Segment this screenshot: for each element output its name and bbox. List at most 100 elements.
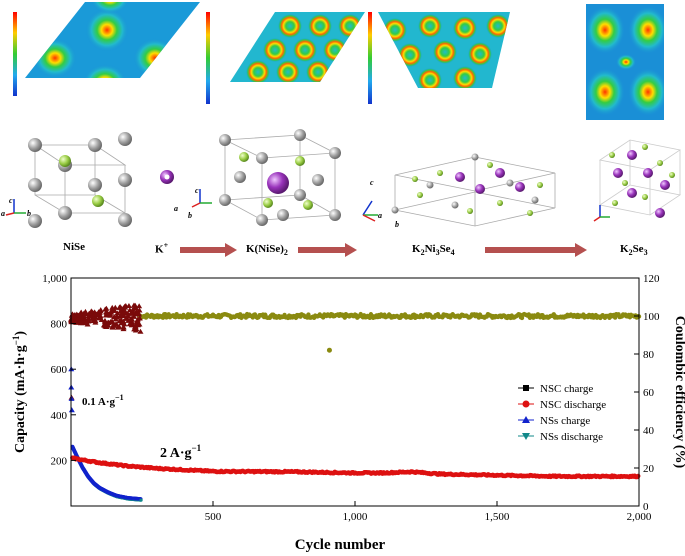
early-efficiency-point [91, 314, 98, 320]
early-efficiency-point [77, 320, 84, 326]
early-efficiency-point [118, 305, 125, 311]
axis-c-3: c [370, 178, 374, 187]
y-left-tick-label: 400 [51, 410, 68, 422]
y-right-tick-label: 100 [643, 311, 660, 323]
early-efficiency-point [137, 328, 144, 334]
y-right-tick-label: 60 [643, 387, 655, 399]
label-k2se3: K2Se3 [620, 243, 648, 258]
early-efficiency-point [113, 314, 120, 320]
axis-a-3: a [378, 211, 382, 220]
early-efficiency-point [97, 307, 104, 313]
knise2-atoms [219, 129, 341, 226]
legend-nss-charge: NSs charge [518, 415, 590, 427]
label-kplus: K+ [155, 241, 169, 256]
early-efficiency-point [133, 305, 140, 311]
x-tick-label: 2,000 [627, 511, 652, 523]
reaction-arrows [180, 243, 587, 257]
axis-b-3: b [395, 220, 399, 229]
early-efficiency-point [136, 303, 143, 309]
early-efficiency-point [71, 313, 78, 319]
colorbar-3 [368, 12, 372, 104]
early-efficiency-point [105, 319, 112, 325]
y-right-tick-label: 40 [643, 425, 655, 437]
charge-density-row [13, 2, 664, 120]
label-nise: NiSe [63, 241, 85, 253]
x-tick-label: 1,500 [485, 511, 510, 523]
early-efficiency-point [129, 308, 136, 314]
y-left-tick-label: 600 [51, 364, 68, 376]
legend: NSC charge NSC discharge NSs charge NSs … [518, 383, 606, 443]
early-efficiency-point [122, 315, 129, 321]
legend-nsc-charge: NSC charge [518, 383, 593, 395]
colorbar-2 [206, 12, 210, 104]
nss-initial-point [68, 407, 75, 413]
early-efficiency-point [112, 321, 119, 327]
x-tick-label: 500 [205, 511, 222, 523]
early-efficiency-point [93, 311, 100, 317]
early-efficiency-point [125, 313, 132, 319]
axis-b-1: b [27, 209, 31, 218]
crystal-structures-row [5, 129, 682, 257]
early-efficiency-point [116, 318, 123, 324]
early-efficiency-point [136, 315, 143, 321]
early-efficiency-point [122, 304, 129, 310]
early-efficiency-point [121, 321, 128, 327]
k2ni3se4-structure [394, 156, 556, 227]
annotation-2-ag: 2 A·g−1 [160, 443, 202, 461]
early-efficiency-point [82, 308, 89, 314]
axis-b-2: b [188, 211, 192, 220]
early-efficiency-point [83, 319, 90, 325]
nss-discharge-point [139, 498, 143, 502]
early-efficiency-point [86, 310, 93, 316]
early-efficiency-point [125, 302, 132, 308]
charge-map-k2se3 [586, 4, 664, 120]
axis-triad-1 [5, 199, 26, 216]
svg-text:NSC charge: NSC charge [540, 383, 593, 395]
charge-map-nise [25, 2, 200, 78]
y-left-axis-label: Capacity (mA·h·g−1) [11, 331, 28, 453]
early-efficiency-point [114, 324, 121, 330]
efficiency-outlier [326, 347, 332, 353]
y-right-tick-label: 20 [643, 463, 655, 475]
early-efficiency-point [109, 304, 116, 310]
annotation-0-1-ag: 0.1 A·g−1 [82, 393, 124, 408]
nss-series [68, 366, 143, 502]
y-left-tick-label: 200 [51, 455, 68, 467]
svg-text:NSs charge: NSs charge [540, 415, 590, 427]
nise-atoms [28, 132, 132, 228]
early-efficiency-point [103, 305, 110, 311]
early-efficiency-point [81, 313, 88, 319]
early-efficiency-point [131, 313, 138, 319]
early-efficiency-point [103, 324, 110, 330]
k2ni3se4-atoms [391, 153, 543, 216]
y-left-tick-label: 800 [51, 319, 68, 331]
efficiency-point [160, 315, 166, 320]
nise-structure [34, 144, 127, 214]
axis-a-2: a [174, 204, 178, 213]
axis-a-1: a [1, 209, 5, 218]
efficiency-series [136, 311, 642, 353]
early-efficiency-series [68, 302, 144, 400]
charge-map-knise2 [230, 12, 365, 82]
legend-nsc-discharge: NSC discharge [518, 399, 606, 411]
early-efficiency-point [108, 307, 115, 313]
nsc-series [70, 455, 641, 480]
svg-text:NSC discharge: NSC discharge [540, 399, 606, 411]
y-right-axis-label: Coulombic efficiency (%) [672, 316, 685, 469]
k2se3-structure [598, 139, 682, 216]
early-efficiency-point [114, 310, 121, 316]
y-right-tick-label: 80 [643, 349, 655, 361]
y-right-tick-label: 120 [643, 273, 660, 285]
early-efficiency-point [120, 324, 127, 330]
x-tick-label: 1,000 [343, 511, 368, 523]
axis-c-1: c [9, 196, 13, 205]
nsc-discharge-point [635, 473, 641, 479]
early-efficiency-point [92, 319, 99, 325]
legend-nss-discharge: NSs discharge [518, 431, 603, 443]
capacity-chart: 500 1,000 1,500 2,000 200 400 600 800 1,000 0 20 40… [11, 273, 685, 553]
early-efficiency-point [124, 310, 131, 316]
colorbar-1 [13, 12, 17, 96]
k2se3-atoms [609, 144, 675, 218]
y-right-tick-label: 0 [643, 501, 649, 513]
y-left-tick-label: 1,000 [42, 273, 67, 285]
